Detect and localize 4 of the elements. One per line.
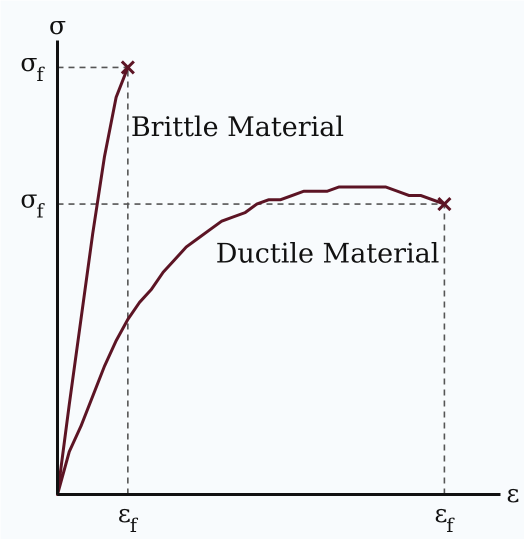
y-axis-title: σ <box>48 11 66 40</box>
x-axis-title: ε <box>506 479 520 508</box>
series-label: Brittle Material <box>130 112 344 143</box>
series-label: Ductile Material <box>216 238 440 270</box>
